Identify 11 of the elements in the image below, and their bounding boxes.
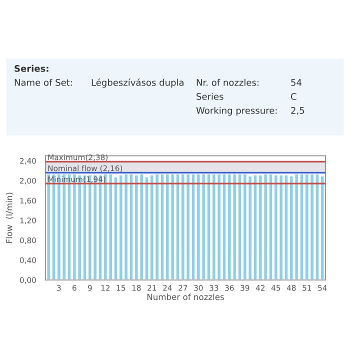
y-axis-title: Flow (l/min) (6, 192, 14, 243)
text: Series: (14, 64, 48, 72)
x-axis-title: Number of nozzles (147, 294, 224, 300)
text: Nr. of nozzles: (196, 78, 258, 86)
text: 54 (291, 79, 302, 86)
text: Légbeszívásos dupla (92, 78, 184, 88)
text: Working pressure: (196, 106, 277, 116)
text: Name of Set: (14, 78, 72, 86)
text: C (291, 93, 296, 100)
text: Series (196, 92, 224, 100)
text: 2,5 (291, 107, 304, 115)
